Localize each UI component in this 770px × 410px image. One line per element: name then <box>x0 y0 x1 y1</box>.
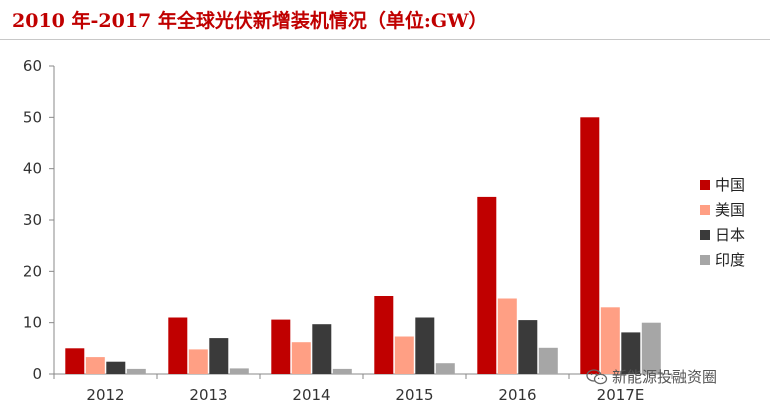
bar <box>580 117 600 375</box>
legend-swatch <box>700 229 710 240</box>
bar <box>435 363 455 374</box>
bar <box>538 347 558 374</box>
x-tick-label: 2012 <box>86 386 124 404</box>
bar <box>188 349 208 374</box>
series-3 <box>126 322 661 374</box>
bar <box>518 320 538 374</box>
legend-swatch <box>700 179 710 190</box>
x-axis: 2012 2013 2014 2015 2016 2017E <box>53 373 673 404</box>
x-tick-label: 2016 <box>498 386 536 404</box>
bar <box>106 361 126 374</box>
legend-item: 美国 <box>700 197 745 222</box>
bar <box>65 348 85 374</box>
y-tick-label: 10 <box>23 314 42 332</box>
legend-label: 日本 <box>715 226 746 244</box>
y-tick-label: 60 <box>23 57 42 75</box>
watermark-text: 新能源投融资圈 <box>612 368 718 386</box>
bar <box>229 368 249 374</box>
bar <box>641 322 661 374</box>
y-tick-label: 30 <box>23 211 42 229</box>
legend-swatch <box>700 254 710 265</box>
bar <box>85 357 105 374</box>
bar <box>394 336 414 374</box>
series-2 <box>106 317 641 374</box>
legend-label: 中国 <box>715 176 746 194</box>
x-tick-label: 2014 <box>292 386 330 404</box>
series-0 <box>65 117 600 375</box>
bar <box>497 298 517 374</box>
bar <box>332 368 352 374</box>
x-tick-label: 2015 <box>395 386 433 404</box>
y-tick-label: 50 <box>23 108 42 126</box>
legend-swatch <box>700 204 710 215</box>
wechat-icon <box>586 368 608 384</box>
y-tick-label: 20 <box>23 262 42 280</box>
legend-item: 中国 <box>700 172 745 197</box>
bar <box>312 324 332 374</box>
y-tick-label: 40 <box>23 160 42 178</box>
watermark: 新能源投融资圈 <box>586 366 717 387</box>
bar <box>126 368 146 374</box>
legend-label: 印度 <box>715 251 746 269</box>
bar <box>477 196 497 374</box>
legend-label: 美国 <box>715 201 746 219</box>
legend: 中国 美国 日本 印度 <box>700 172 745 272</box>
y-axis: 0 10 20 30 40 50 60 <box>23 57 55 383</box>
bar <box>271 319 291 374</box>
bar <box>168 317 188 374</box>
bar-series-group <box>65 117 661 375</box>
bar <box>291 342 311 374</box>
bar <box>374 296 394 374</box>
series-1 <box>85 298 620 374</box>
legend-item: 印度 <box>700 247 745 272</box>
legend-item: 日本 <box>700 222 745 247</box>
bar <box>600 307 620 374</box>
bar <box>415 317 435 374</box>
title-divider <box>0 39 770 40</box>
x-tick-label: 2013 <box>189 386 227 404</box>
y-tick-label: 0 <box>32 365 42 383</box>
bar <box>209 338 229 374</box>
chart-title: 2010 年-2017 年全球光伏新增装机情况（单位:GW） <box>12 10 488 32</box>
bar <box>621 332 641 374</box>
x-tick-label: 2017E <box>597 386 645 404</box>
